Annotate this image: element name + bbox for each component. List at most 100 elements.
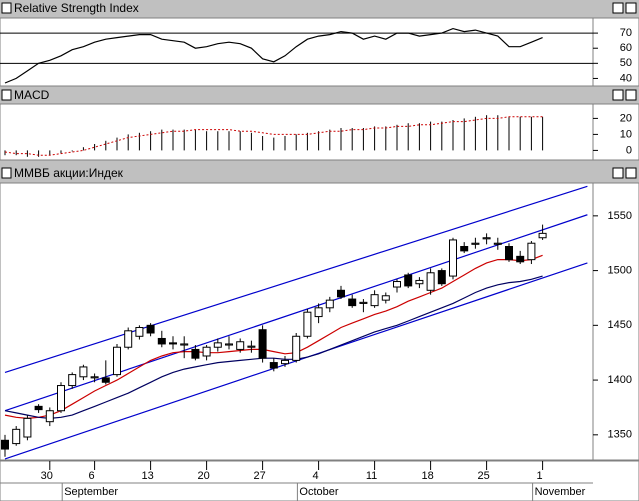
candle-body	[169, 342, 177, 345]
histogram-bar	[452, 120, 454, 151]
candle-body	[247, 345, 256, 348]
candle-body	[225, 343, 233, 346]
histogram-bar	[486, 115, 488, 151]
candle-body	[213, 342, 222, 348]
candle-body	[505, 246, 513, 261]
candle-body	[23, 417, 32, 438]
histogram-bar	[228, 131, 230, 151]
candle-body	[269, 362, 278, 369]
title-bar	[0, 0, 639, 17]
histogram-bar	[38, 150, 40, 157]
price-panel	[0, 182, 639, 461]
histogram-bar	[351, 128, 353, 151]
x-tick-label: 25	[477, 470, 489, 482]
histogram-bar	[396, 124, 398, 151]
candle-body	[292, 335, 301, 361]
plot-area	[0, 27, 593, 84]
candle-body	[370, 294, 379, 307]
histogram-bar	[206, 131, 208, 151]
candle-body	[359, 301, 368, 304]
candle-body	[303, 311, 312, 337]
line-series	[4, 254, 543, 420]
x-tick-label: 4	[313, 470, 319, 482]
panel-title: ММВБ акции:Индек	[14, 166, 124, 180]
candle-body	[325, 299, 334, 309]
x-tick-label: 27	[253, 470, 265, 482]
candle-body	[180, 343, 189, 346]
x-tick-label: 30	[41, 470, 53, 482]
candle-body	[1, 439, 9, 450]
line-series	[4, 27, 543, 84]
candle-body	[482, 237, 491, 240]
candle-body	[191, 348, 200, 359]
histogram-bar	[127, 134, 129, 151]
x-tick-label: 20	[197, 470, 209, 482]
candle-body	[90, 376, 99, 379]
y-tick-label: 1400	[608, 374, 632, 386]
candle-body	[460, 246, 469, 252]
channel-line	[4, 185, 588, 373]
panel-icons	[1, 2, 12, 179]
candle-body	[124, 330, 133, 348]
candle-body	[348, 298, 357, 307]
macd-panel	[0, 103, 639, 161]
candle-body	[426, 272, 435, 291]
histogram-bar	[530, 116, 532, 151]
histogram-bar	[519, 116, 521, 151]
candle-body	[57, 385, 65, 412]
plot-area	[4, 115, 544, 157]
x-tick-label: 13	[141, 470, 153, 482]
candle-body	[449, 239, 457, 277]
histogram-bar	[542, 116, 544, 151]
rsi-panel	[0, 17, 639, 87]
panel-title: MACD	[14, 88, 50, 102]
y-tick-label: 1350	[608, 429, 632, 441]
plot-area	[1, 185, 588, 460]
y-tick-label: 20	[620, 112, 632, 124]
month-label: September	[64, 486, 118, 498]
y-tick-label: 0	[626, 144, 632, 156]
histogram-bar	[374, 126, 376, 151]
histogram-bar	[15, 150, 17, 156]
window-buttons[interactable]	[612, 2, 637, 179]
histogram-bar	[295, 134, 297, 151]
histogram-bar	[250, 132, 252, 151]
histogram-bar	[430, 121, 432, 151]
x-tick-label: 1	[537, 470, 543, 482]
candle-body	[393, 281, 401, 288]
histogram-bar	[26, 150, 28, 157]
panel-title: Relative Strength Index	[14, 1, 139, 15]
candle-body	[493, 242, 502, 245]
histogram-bar	[418, 123, 420, 151]
histogram-bar	[60, 150, 62, 154]
histogram-bar	[194, 129, 196, 151]
candle-body	[34, 405, 43, 411]
histogram-bar	[161, 129, 163, 151]
x-tick-label: 6	[89, 470, 95, 482]
histogram-bar	[273, 137, 275, 151]
y-tick-label: 70	[620, 27, 632, 39]
histogram-bar	[239, 131, 241, 151]
x-tick-label: 18	[421, 470, 433, 482]
histogram-bar	[508, 116, 510, 151]
x-tick-label: 11	[366, 470, 377, 482]
candle-body	[135, 327, 144, 337]
histogram-bar	[217, 131, 219, 151]
candle-body	[404, 274, 413, 287]
candle-body	[236, 341, 245, 350]
candle-body	[12, 428, 21, 445]
candle-body	[113, 346, 121, 376]
month-label: November	[535, 486, 586, 498]
y-tick-label: 1550	[608, 210, 632, 222]
histogram-bar	[306, 132, 308, 151]
histogram-bar	[497, 115, 499, 151]
histogram-bar	[138, 132, 140, 151]
y-tick-label: 10	[620, 128, 632, 140]
candle-body	[45, 410, 54, 423]
candle-body	[202, 346, 211, 357]
histogram-bar	[441, 121, 443, 151]
candle-body	[157, 337, 166, 345]
histogram-bar	[94, 144, 96, 151]
title-bar	[0, 87, 639, 103]
histogram-bar	[49, 150, 51, 156]
